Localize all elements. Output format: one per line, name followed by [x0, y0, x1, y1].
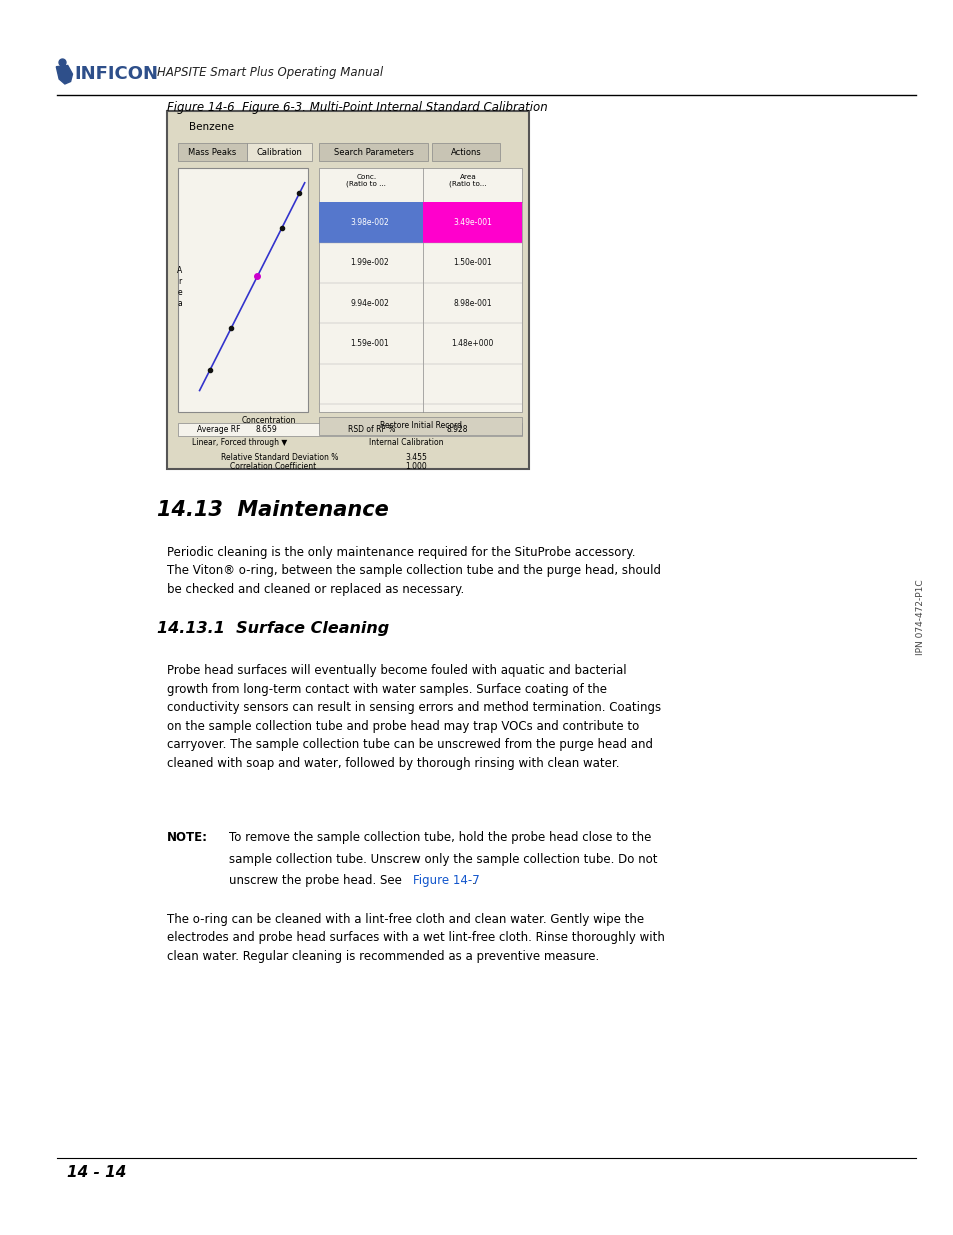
Text: Relative Standard Deviation %: Relative Standard Deviation % — [221, 453, 338, 462]
Text: 1.99e-002: 1.99e-002 — [350, 258, 389, 268]
Text: Concentration: Concentration — [242, 416, 296, 425]
Text: IPN 074-472-P1C: IPN 074-472-P1C — [915, 579, 924, 656]
Bar — [247, 143, 312, 162]
FancyBboxPatch shape — [167, 111, 529, 469]
Bar — [319, 168, 521, 412]
Text: Periodic cleaning is the only maintenance required for the SituProbe accessory.
: Periodic cleaning is the only maintenanc… — [167, 546, 660, 595]
Text: Correlation Coefficient: Correlation Coefficient — [230, 462, 316, 472]
Text: Search Parameters: Search Parameters — [334, 148, 413, 157]
Text: 14.13.1  Surface Cleaning: 14.13.1 Surface Cleaning — [157, 621, 389, 636]
Text: INFICON: INFICON — [74, 65, 158, 83]
Polygon shape — [56, 65, 72, 84]
Text: Internal Calibration: Internal Calibration — [369, 438, 443, 447]
Text: 14 - 14: 14 - 14 — [67, 1165, 126, 1179]
Text: unscrew the probe head. See: unscrew the probe head. See — [229, 874, 405, 888]
Text: HAPSITE Smart Plus Operating Manual: HAPSITE Smart Plus Operating Manual — [157, 67, 383, 79]
Text: Figure 14-7: Figure 14-7 — [413, 874, 479, 888]
Text: 8.659: 8.659 — [255, 425, 277, 435]
Text: The o-ring can be cleaned with a lint-free cloth and clean water. Gently wipe th: The o-ring can be cleaned with a lint-fr… — [167, 913, 664, 962]
Bar — [177, 143, 247, 162]
Text: A
r
e
a: A r e a — [177, 266, 182, 309]
Text: 1.48e+000: 1.48e+000 — [451, 338, 493, 348]
Text: Linear, Forced through ▼: Linear, Forced through ▼ — [192, 438, 287, 447]
Text: Calibration: Calibration — [256, 148, 302, 157]
Text: sample collection tube. Unscrew only the sample collection tube. Do not: sample collection tube. Unscrew only the… — [229, 852, 657, 866]
Text: 1.000: 1.000 — [405, 462, 427, 472]
Bar — [177, 424, 521, 436]
Text: Actions: Actions — [450, 148, 481, 157]
Text: .: . — [472, 874, 476, 888]
Text: 3.98e-002: 3.98e-002 — [350, 219, 389, 227]
Text: Conc.
(Ratio to ...: Conc. (Ratio to ... — [346, 174, 386, 188]
Bar — [177, 168, 308, 412]
Text: To remove the sample collection tube, hold the probe head close to the: To remove the sample collection tube, ho… — [229, 831, 651, 845]
Text: Mass Peaks: Mass Peaks — [188, 148, 236, 157]
Bar — [431, 143, 500, 162]
Bar — [319, 143, 428, 162]
Text: 1.59e-001: 1.59e-001 — [350, 338, 389, 348]
Text: 14.13  Maintenance: 14.13 Maintenance — [157, 500, 389, 520]
Bar — [319, 203, 422, 243]
Text: Average RF: Average RF — [196, 425, 240, 435]
Text: Probe head surfaces will eventually become fouled with aquatic and bacterial
gro: Probe head surfaces will eventually beco… — [167, 664, 660, 769]
Text: Restore Initial Record: Restore Initial Record — [379, 421, 461, 430]
Text: Area
(Ratio to...: Area (Ratio to... — [449, 174, 486, 188]
Text: 8.928: 8.928 — [446, 425, 468, 435]
Text: Benzene: Benzene — [189, 122, 233, 132]
Bar — [319, 417, 521, 435]
Text: NOTE:: NOTE: — [167, 831, 208, 845]
Bar — [422, 203, 521, 243]
Text: 3.49e-001: 3.49e-001 — [453, 219, 492, 227]
Text: 9.94e-002: 9.94e-002 — [350, 299, 389, 308]
Text: RSD of RF %: RSD of RF % — [348, 425, 395, 435]
Text: Figure 14-6  Figure 6-3. Multi-Point Internal Standard Calibration: Figure 14-6 Figure 6-3. Multi-Point Inte… — [167, 101, 547, 115]
Text: 3.455: 3.455 — [405, 453, 427, 462]
Text: 8.98e-001: 8.98e-001 — [453, 299, 491, 308]
Text: 1.50e-001: 1.50e-001 — [453, 258, 491, 268]
